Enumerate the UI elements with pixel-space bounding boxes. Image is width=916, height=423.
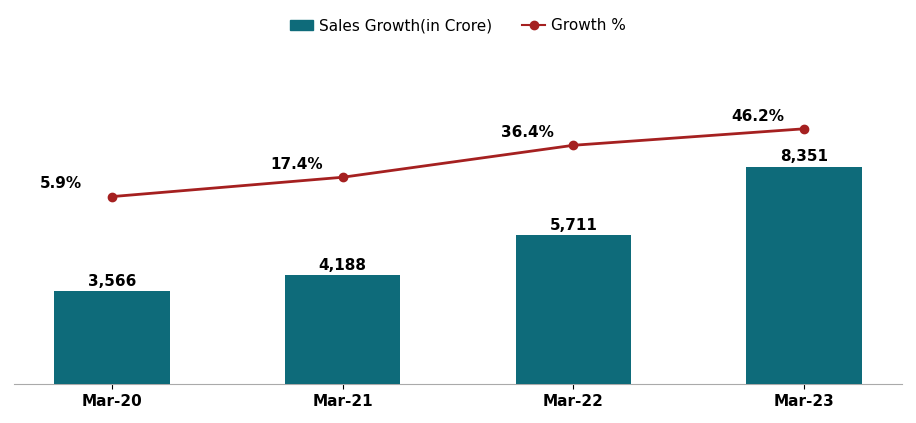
- Text: 46.2%: 46.2%: [731, 109, 784, 124]
- Text: 5,711: 5,711: [550, 218, 597, 233]
- Bar: [516, 236, 631, 385]
- Text: 8,351: 8,351: [780, 149, 828, 165]
- Legend: Sales Growth(in Crore), Growth %: Sales Growth(in Crore), Growth %: [284, 12, 632, 39]
- Bar: [285, 275, 400, 385]
- Bar: [747, 167, 862, 385]
- Bar: [54, 291, 169, 385]
- Text: 5.9%: 5.9%: [40, 176, 82, 191]
- Text: 36.4%: 36.4%: [501, 125, 553, 140]
- Text: 3,566: 3,566: [88, 274, 136, 289]
- Text: 4,188: 4,188: [319, 258, 366, 273]
- Text: 17.4%: 17.4%: [270, 157, 322, 172]
